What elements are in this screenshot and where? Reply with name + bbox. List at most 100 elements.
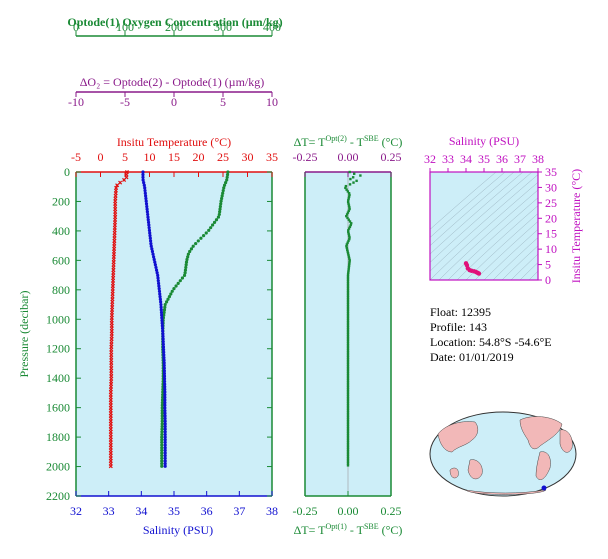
salinity-point <box>152 257 156 262</box>
oxygen-point <box>160 446 164 450</box>
oxygen-point <box>183 268 188 272</box>
oxygen-point <box>160 422 164 426</box>
salinity-point <box>159 300 163 304</box>
oxygen-point <box>216 215 221 219</box>
oxygen-point <box>220 194 224 198</box>
delta-t-point <box>346 352 350 356</box>
ts-density-contour <box>519 262 538 280</box>
pressure-axis-tick-label: 200 <box>52 194 70 208</box>
ts-density-contour <box>430 172 515 247</box>
delta-t-point <box>345 188 348 191</box>
oxygen-point <box>160 432 164 437</box>
oxygen-point <box>221 191 225 195</box>
delta-t-point <box>346 342 350 345</box>
salinity-point <box>142 181 146 185</box>
delta-t-point <box>346 397 350 400</box>
delta-t-point <box>346 363 350 366</box>
pressure-axis-tick-label: 800 <box>52 283 70 297</box>
delta-t-point <box>346 211 350 214</box>
delta-t-point <box>348 206 351 209</box>
temperature-axis-tick-label: 25 <box>217 150 229 164</box>
delta-t-point <box>346 315 350 319</box>
delta-t-point <box>346 335 350 338</box>
salinity-series <box>141 170 167 468</box>
delta-t-point <box>345 243 349 246</box>
oxygen-point <box>163 302 167 307</box>
salinity-point <box>163 411 167 415</box>
map-continents <box>437 416 573 495</box>
temperature-axis-tick-label: 0 <box>98 150 104 164</box>
oxygen-point <box>169 292 173 296</box>
salinity-point <box>163 462 167 466</box>
delta-t-top-title-c: (°C) <box>379 135 403 149</box>
oxygen-point <box>180 276 185 280</box>
delta-t-point <box>347 195 351 198</box>
ts-temperature-title: Insitu Temperature (°C) <box>569 169 583 283</box>
oxygen-point <box>184 263 188 267</box>
oxygen-point <box>160 464 164 468</box>
delta-t-point <box>346 322 350 326</box>
salinity-point <box>161 337 165 341</box>
delta-t-point <box>347 234 351 237</box>
oxygen-point <box>219 202 223 206</box>
delta-t-point <box>346 250 349 253</box>
pressure-axis-tick-label: 1800 <box>46 430 70 444</box>
delta-t-bottom-title-a: ΔT= T <box>294 523 327 537</box>
delta-t-point <box>346 427 350 430</box>
oxygen-point <box>225 178 229 182</box>
salinity-point <box>159 310 164 315</box>
delta-t-point <box>349 223 352 227</box>
delta-t-point <box>348 193 351 197</box>
delta-t-point <box>348 262 351 266</box>
delta-t-point <box>346 298 350 301</box>
delta-t-point <box>348 260 351 264</box>
delta-t-point <box>347 266 351 269</box>
delta-t-point <box>346 305 350 308</box>
salinity-axis-tick-label: 34 <box>135 504 147 518</box>
salinity-point <box>150 249 155 254</box>
salinity-point <box>158 297 162 301</box>
salinity-point <box>163 408 167 413</box>
delta-t-bottom-title-sup2: SBE <box>364 522 379 531</box>
delta-t-point <box>346 283 350 287</box>
delta-t-point <box>347 209 350 213</box>
oxygen-point <box>183 271 187 275</box>
delta-o2-axis-tick-label: -5 <box>120 95 130 109</box>
salinity-point <box>161 342 165 346</box>
delta-t-point <box>346 292 350 296</box>
salinity-axis-tick-label: 37 <box>233 504 245 518</box>
salinity-point <box>162 350 166 354</box>
ts-density-contour <box>474 221 538 280</box>
delta-t-point <box>346 248 349 251</box>
oxygen-point <box>218 204 222 209</box>
salinity-point <box>163 424 167 429</box>
salinity-point <box>163 416 167 421</box>
oxygen-point <box>160 403 164 407</box>
delta-o2-axis-title: ΔO₂ = Optode(2) - Optode(1) (µm/kg) <box>80 75 265 89</box>
oxygen-point <box>214 218 219 222</box>
salinity-point <box>162 358 166 362</box>
delta-t-point <box>346 418 350 421</box>
delta-t-panel: ΔT= TOpt(2) - TSBE (°C) -0.25 0.00 0.25-0.… <box>293 134 403 537</box>
delta-t-point <box>347 202 350 206</box>
delta-t-point <box>346 455 350 458</box>
oxygen-point <box>225 173 230 177</box>
salinity-point <box>163 401 167 405</box>
salinity-point <box>158 292 162 296</box>
delta-t-point <box>347 232 350 236</box>
delta-o2-axis-tick-label: -10 <box>68 95 84 109</box>
salinity-point <box>157 289 162 293</box>
delta-t-point <box>346 372 350 375</box>
delta-t-point <box>348 236 351 239</box>
salinity-point <box>145 207 149 211</box>
oxygen-axis: Optode(1) Oxygen Concentration (µm/kg) 0… <box>67 15 283 37</box>
salinity-point <box>154 265 158 270</box>
delta-t-point <box>346 359 350 363</box>
salinity-point <box>163 393 167 397</box>
oxygen-point <box>194 241 198 246</box>
delta-t-point <box>346 278 350 282</box>
salinity-point <box>156 273 160 277</box>
salinity-point <box>163 406 167 410</box>
delta-t-point <box>346 434 350 437</box>
